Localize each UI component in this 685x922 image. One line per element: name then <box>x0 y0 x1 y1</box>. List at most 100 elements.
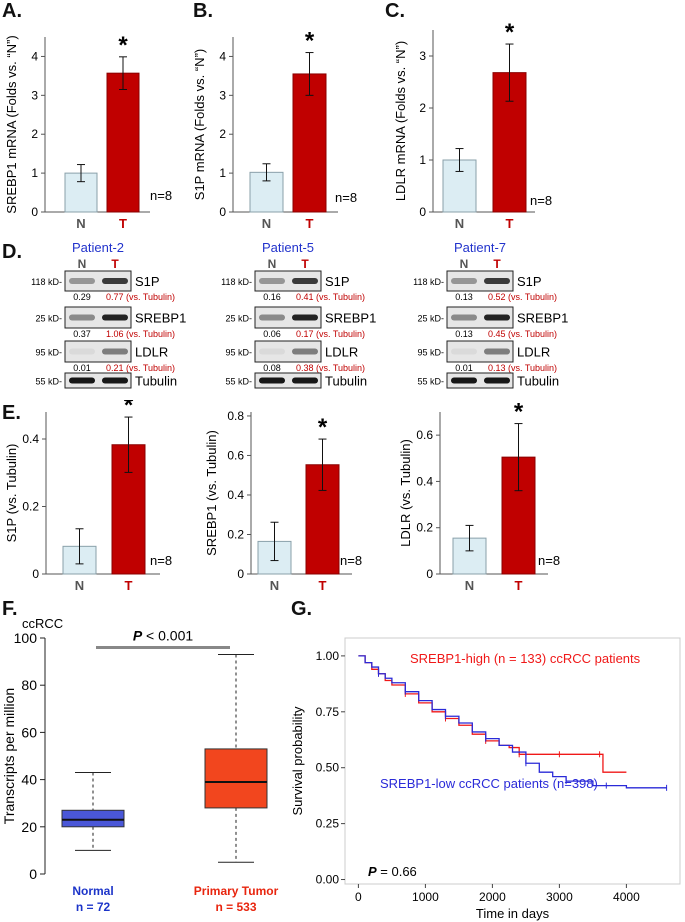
y-axis-label: SREBP1 mRNA (Folds vs. “N”) <box>4 35 19 213</box>
ratio-n: 0.13 <box>455 292 473 302</box>
blot-protein-label: Tubulin <box>325 374 367 389</box>
blot-band <box>69 377 95 384</box>
blot-kd-marker: 118 kD- <box>31 277 62 287</box>
blot-band <box>484 348 510 355</box>
y-axis-label: LDLR (vs. Tubulin) <box>398 439 413 547</box>
blot-band <box>292 377 318 384</box>
blot-protein-label: S1P <box>325 274 350 289</box>
blot-figure: Patient-5 N T 118 kD- S1P 0.16 0.41 (vs. Tubul… <box>221 240 376 389</box>
y-tick-label: 1 <box>419 153 426 167</box>
blot-kd-marker: 25 kD- <box>35 314 62 324</box>
blot-title: Patient-7 <box>454 240 506 255</box>
blot-box <box>254 340 322 363</box>
blot-kd-marker: 55 kD- <box>417 377 444 387</box>
n-label: n=8 <box>150 188 172 203</box>
blot-band <box>259 314 285 321</box>
x-tick-label: 0 <box>355 890 362 904</box>
blot-band <box>259 278 285 284</box>
p-value-text: P < 0.001 <box>133 627 194 643</box>
y-tick-label: 100 <box>14 630 38 646</box>
y-tick-label: 40 <box>21 772 37 788</box>
blot-kd-marker: 55 kD- <box>225 377 252 387</box>
lane-label-t: T <box>493 257 501 271</box>
y-tick-label: 0.25 <box>316 817 340 831</box>
y-tick-label: 1.00 <box>316 649 340 663</box>
lane-label-n: N <box>460 257 469 271</box>
ratio-n: 0.01 <box>455 363 473 373</box>
chart-e2: 0 0.2 0.4 0.6 0.8 SREBP1 (vs. Tubulin) N T * n=8 <box>204 409 362 590</box>
blot-kd-marker: 25 kD- <box>225 314 252 324</box>
ratio-t: 0.45 (vs. Tubulin) <box>488 329 557 339</box>
n-label: n=8 <box>530 193 552 208</box>
blot-kd-marker: 118 kD- <box>221 277 252 287</box>
blot-band <box>102 314 128 321</box>
blot-band <box>259 377 285 384</box>
ratio-n: 0.29 <box>73 292 91 302</box>
chart-c: 0 1 2 3 LDLR mRNA (Folds vs. “N”) N T * n=8 <box>393 19 552 231</box>
blot-figure: Patient-7 N T 118 kD- S1P 0.13 0.52 (vs. Tubul… <box>413 240 568 389</box>
blot-kd-marker: 118 kD- <box>413 277 444 287</box>
bar-T <box>106 72 140 213</box>
blot-band <box>451 377 477 384</box>
significance-star: * <box>505 19 515 46</box>
y-tick-label: 0.6 <box>227 448 244 462</box>
blot-kd-marker: 55 kD- <box>35 377 62 387</box>
blot-band <box>451 348 477 355</box>
legend-low: SREBP1-low ccRCC patients (n=398) <box>380 776 598 791</box>
group-n: n = 72 <box>76 900 111 914</box>
y-tick-label: 4 <box>31 49 38 63</box>
chart-b: 0 1 2 3 4 S1P mRNA (Folds vs. “N”) N T * n=8 <box>192 28 357 231</box>
ratio-n: 0.37 <box>73 329 91 339</box>
category-label: N <box>465 578 474 590</box>
significance-star: * <box>124 400 134 419</box>
box-1 <box>204 748 268 809</box>
legend-high: SREBP1-high (n = 133) ccRCC patients <box>410 651 641 666</box>
y-tick-label: 1 <box>31 166 38 180</box>
blot-protein-label: SREBP1 <box>325 311 376 326</box>
y-tick-label: 80 <box>21 677 37 693</box>
bar-N <box>442 159 477 213</box>
box-0 <box>61 809 125 828</box>
panel-label-d: D. <box>2 241 22 263</box>
significance-star: * <box>118 32 128 59</box>
ratio-n: 0.13 <box>455 329 473 339</box>
group-name: Primary Tumor <box>194 884 279 898</box>
y-axis-label: LDLR mRNA (Folds vs. “N”) <box>393 41 408 201</box>
blot-kd-marker: 95 kD- <box>417 348 444 358</box>
y-tick-label: 0 <box>419 205 426 219</box>
plot-frame <box>344 637 681 885</box>
blot-protein-label: SREBP1 <box>517 311 568 326</box>
y-tick-label: 0.6 <box>416 428 433 442</box>
blot-band <box>292 278 318 284</box>
blot-band <box>102 278 128 284</box>
group-name: Normal <box>72 884 113 898</box>
blot-box <box>446 340 514 363</box>
blot-box <box>64 372 132 389</box>
blot-kd-marker: 95 kD- <box>225 348 252 358</box>
blot-patient-5: Patient-5 N T 118 kD- S1P 0.16 0.41 (vs. Tubul… <box>198 238 398 393</box>
y-tick-label: 3 <box>419 49 426 63</box>
blot-title: Patient-2 <box>72 240 124 255</box>
n-label: n=8 <box>335 190 357 205</box>
category-label: N <box>75 578 84 590</box>
y-axis-label: SREBP1 (vs. Tubulin) <box>204 430 219 556</box>
blot-figure: Patient-2 N T 118 kD- S1P 0.29 0.77 (vs. Tubul… <box>31 240 186 389</box>
n-label: n=8 <box>340 553 362 568</box>
n-label: n=8 <box>538 553 560 568</box>
y-tick-label: 0 <box>29 866 37 882</box>
y-tick-label: 0.75 <box>316 705 340 719</box>
y-axis-label: S1P (vs. Tubulin) <box>4 444 19 543</box>
blot-patient-7: Patient-7 N T 118 kD- S1P 0.13 0.52 (vs. Tubul… <box>390 238 590 393</box>
lane-label-t: T <box>301 257 309 271</box>
y-tick-label: 0 <box>219 205 226 219</box>
blot-kd-marker: 95 kD- <box>35 348 62 358</box>
bar-T <box>292 73 327 213</box>
y-tick-label: 0.4 <box>22 432 39 446</box>
blot-band <box>484 377 510 384</box>
panel-label-c: C. <box>385 0 405 22</box>
y-tick-label: 0.8 <box>227 409 244 423</box>
y-tick-label: 0 <box>426 567 433 581</box>
blot-box <box>446 306 514 329</box>
y-tick-label: 4 <box>219 49 226 63</box>
x-axis-label: Time in days <box>476 906 550 921</box>
